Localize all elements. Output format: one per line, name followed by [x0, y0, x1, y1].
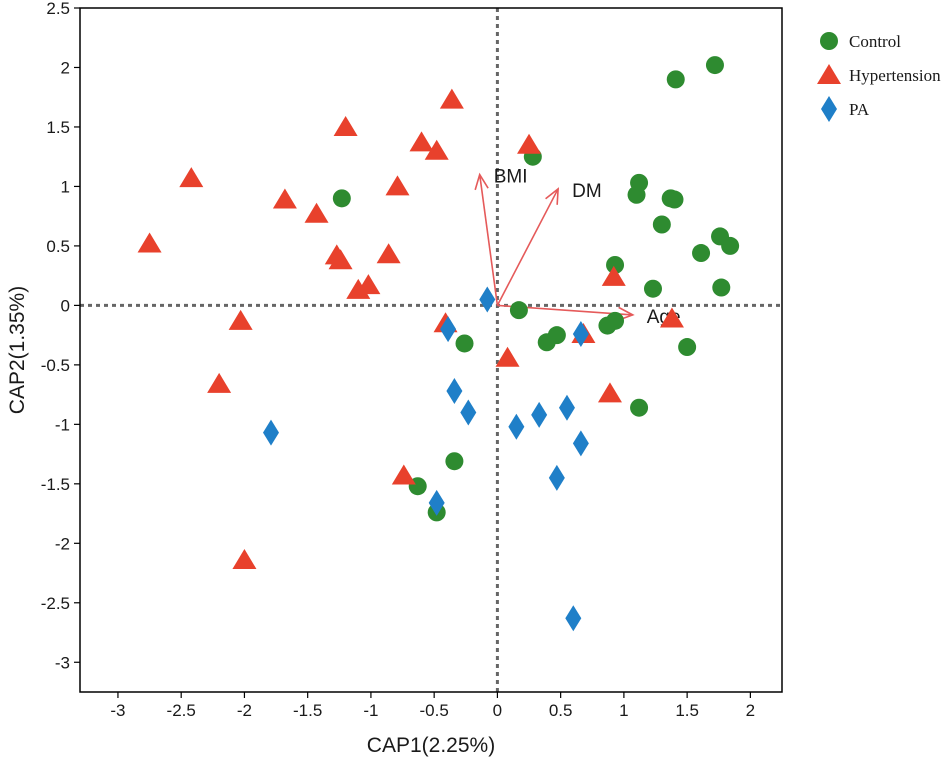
hypertension-point: [439, 88, 464, 109]
x-axis-title: CAP1(2.25%): [367, 734, 495, 757]
y-tick-label: -1: [55, 415, 70, 434]
legend-hypertension-label: Hypertension: [849, 66, 941, 85]
pa-point: [548, 464, 565, 491]
control-point: [509, 301, 528, 320]
vector-dm-line: [496, 188, 559, 306]
x-tick-label: 2: [746, 701, 755, 720]
control-point: [627, 185, 646, 204]
hypertension-point: [385, 175, 410, 196]
hypertension-point: [495, 346, 520, 367]
hypertension-point: [137, 232, 162, 253]
y-axis-ticks: 2.5 2 1.5 1 0.5 0 -0.5 -1 -1.5 -2 -2.5 -3: [41, 0, 80, 672]
hypertension-point: [333, 115, 358, 136]
control-point: [666, 70, 685, 89]
y-tick-label: -3: [55, 653, 70, 672]
x-tick-label: 1.5: [675, 701, 699, 720]
legend-control-marker: [820, 32, 838, 50]
legend-hypertension-marker: [817, 64, 841, 84]
control-point: [712, 278, 731, 297]
hypertension-point: [328, 249, 353, 270]
control-point: [692, 244, 711, 263]
legend: Control Hypertension PA: [817, 32, 941, 122]
y-tick-label: 0: [61, 296, 70, 315]
hypertension-point: [517, 133, 542, 154]
x-tick-label: -3: [110, 701, 125, 720]
legend-pa-marker: [821, 96, 837, 122]
hypertension-point: [304, 202, 329, 223]
hypertension-point: [356, 274, 381, 295]
plot-frame: [79, 7, 783, 693]
hypertension-point: [601, 265, 626, 286]
vector-dm-label: DM: [572, 181, 602, 202]
y-tick-label: 1: [61, 177, 70, 196]
control-point: [598, 316, 617, 335]
x-tick-label: 1: [619, 701, 628, 720]
x-tick-label: -2: [237, 701, 252, 720]
control-point: [537, 333, 556, 352]
hypertension-point: [376, 243, 401, 264]
control-point: [445, 452, 464, 471]
pa-point: [479, 286, 496, 313]
pa-point: [508, 413, 525, 440]
hypertension-point: [179, 167, 204, 188]
reference-lines: [80, 8, 782, 692]
vector-bmi-label: BMI: [494, 167, 528, 188]
y-axis-title: CAP2(1.35%): [6, 286, 29, 414]
hypertension-point: [228, 309, 253, 330]
x-tick-label: 0.5: [549, 701, 573, 720]
x-tick-label: -2.5: [167, 701, 196, 720]
legend-pa-label: PA: [849, 100, 870, 119]
pa-point: [565, 605, 582, 632]
x-tick-label: -0.5: [420, 701, 449, 720]
control-point: [630, 398, 649, 417]
pa-point: [460, 399, 477, 426]
control-point: [721, 236, 740, 255]
hypertension-point: [272, 188, 297, 209]
data-points: [137, 56, 740, 632]
y-tick-label: 2: [61, 58, 70, 77]
hypertension-point: [659, 307, 684, 328]
pa-point: [558, 394, 575, 421]
control-point: [665, 190, 684, 209]
y-tick-label: 0.5: [46, 237, 70, 256]
y-tick-label: -2.5: [41, 594, 70, 613]
y-tick-label: 2.5: [46, 0, 70, 18]
control-point: [652, 215, 671, 234]
y-tick-label: -0.5: [41, 356, 70, 375]
pa-point: [262, 419, 279, 446]
hypertension-point: [232, 548, 257, 569]
hypertension-point: [409, 131, 434, 152]
control-point: [643, 279, 662, 298]
pa-point: [446, 378, 463, 405]
vector-bmi-line: [478, 174, 499, 306]
x-tick-label: -1.5: [293, 701, 322, 720]
vector-dm-arrowhead: [545, 187, 560, 205]
hypertension-point: [391, 464, 416, 485]
control-point: [332, 189, 351, 208]
hypertension-point: [207, 372, 232, 393]
y-tick-label: -2: [55, 534, 70, 553]
legend-control-label: Control: [849, 32, 901, 51]
vector-bmi-arrowhead: [474, 172, 489, 191]
hypertension-point: [597, 382, 622, 403]
hypertension-point: [424, 139, 449, 160]
y-tick-label: 1.5: [46, 118, 70, 137]
x-axis-ticks: -3 -2.5 -2 -1.5 -1 -0.5 0 0.5 1 1.5 2: [110, 692, 755, 720]
control-point: [455, 334, 474, 353]
control-point: [678, 338, 697, 357]
control-point: [705, 56, 724, 75]
y-tick-label: -1.5: [41, 475, 70, 494]
pa-point: [572, 320, 589, 347]
control-point: [606, 255, 625, 274]
x-tick-label: 0: [493, 701, 502, 720]
x-tick-label: -1: [363, 701, 378, 720]
pa-point: [440, 316, 457, 343]
pa-point: [531, 401, 548, 428]
pa-point: [428, 489, 445, 516]
pa-point: [572, 430, 589, 457]
